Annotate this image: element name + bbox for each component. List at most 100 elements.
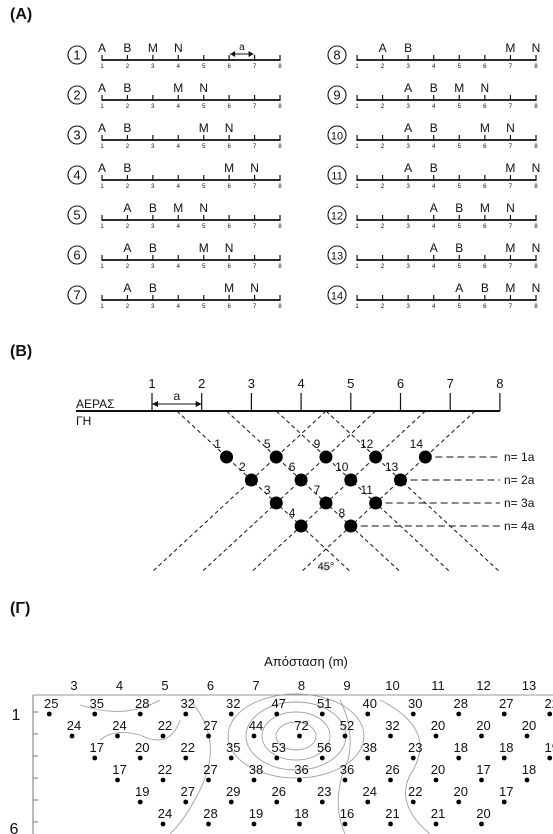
electrode-label: B <box>481 281 489 295</box>
electrode-label: B <box>123 41 131 55</box>
electrode-tick-label: 7 <box>509 104 513 110</box>
resistivity-contour <box>227 693 365 779</box>
apparent-resistivity-value: 19 <box>135 784 149 799</box>
electrode-label: B <box>404 41 412 55</box>
depth-level-label: n= 4a <box>504 519 535 533</box>
apparent-resistivity-value: 20 <box>476 718 490 733</box>
apparent-resistivity-value: 17 <box>476 762 490 777</box>
measurement-point <box>342 821 348 827</box>
measurement-point <box>388 777 393 783</box>
electrode-tick-label: 6 <box>227 64 231 70</box>
measurement-point <box>456 799 462 805</box>
measurement-point <box>228 755 234 761</box>
datum-point <box>319 496 333 510</box>
electrode-label: A <box>404 121 412 135</box>
electrode-label: M <box>480 121 490 135</box>
apparent-resistivity-value: 26 <box>272 784 286 799</box>
electrode-tick-label: 5 <box>202 304 206 310</box>
apparent-resistivity-value: 28 <box>203 806 217 821</box>
measurement-point <box>228 711 234 717</box>
apparent-resistivity-value: 18 <box>499 740 513 755</box>
electrode-tick-label: 8 <box>278 64 282 70</box>
apparent-resistivity-value: 36 <box>340 762 354 777</box>
electrode-tick-label: 5 <box>202 224 206 230</box>
config-number: 7 <box>73 288 80 303</box>
electrode-label: N <box>199 81 208 95</box>
electrode-tick-label: 8 <box>278 264 282 270</box>
electrode-label: B <box>455 201 463 215</box>
electrode-label: N <box>481 81 490 95</box>
depth-level-label: n= 2a <box>504 473 535 487</box>
electrode-tick-label: 4 <box>177 104 181 110</box>
apparent-resistivity-value: 27 <box>499 696 513 711</box>
pseudosection-grid-line <box>151 410 327 573</box>
datum-point <box>220 450 234 464</box>
electrode-tick-label: 5 <box>202 104 206 110</box>
apparent-resistivity-value: 52 <box>340 718 354 733</box>
datum-point-number: 4 <box>289 506 296 520</box>
electrode-tick-label: 4 <box>432 304 436 310</box>
measurement-point <box>388 733 393 739</box>
apparent-resistivity-value: 56 <box>317 740 331 755</box>
ground-label: ΓΗ <box>76 414 91 428</box>
datum-point-number: 12 <box>360 437 374 451</box>
resistivity-contour <box>275 721 317 751</box>
datum-point-number: 2 <box>239 460 246 474</box>
config-number: 13 <box>331 251 343 263</box>
depth-level-label: n= 3a <box>504 496 535 510</box>
electrode-tick-label: 4 <box>432 184 436 190</box>
measurement-point <box>251 777 257 783</box>
electrode-tick-label: 8 <box>534 144 538 150</box>
measurement-point <box>206 777 211 783</box>
electrode-tick-label: 4 <box>177 224 181 230</box>
electrode-tick-label: 8 <box>534 304 538 310</box>
electrode-label: A <box>430 201 438 215</box>
electrode-tick-label: 2 <box>126 264 130 270</box>
measurement-point <box>365 755 371 761</box>
electrode-label: B <box>123 161 131 175</box>
config-number-circle <box>67 125 87 145</box>
electrode-tick-label: 1 <box>355 304 359 310</box>
electrode-label: N <box>532 41 541 55</box>
config-number-circle <box>327 165 347 185</box>
datum-point-number: 8 <box>338 506 345 520</box>
config-number: 3 <box>73 128 80 143</box>
electrode-tick-label: 4 <box>177 64 181 70</box>
pseudosection-grid-line <box>275 410 451 573</box>
measurement-point <box>183 711 189 717</box>
measurement-point <box>297 821 302 827</box>
electrode-tick-label: 8 <box>534 64 538 70</box>
x-tick-label: 11 <box>431 678 445 693</box>
apparent-resistivity-value: 23 <box>317 784 331 799</box>
angle-label: 45° <box>318 561 335 573</box>
measurement-point <box>69 733 75 739</box>
apparent-resistivity-value: 18 <box>522 762 536 777</box>
x-tick-label: 8 <box>298 678 305 693</box>
config-number-circle <box>67 285 87 305</box>
apparent-resistivity-value: 28 <box>454 696 468 711</box>
measurement-point <box>297 777 302 783</box>
measurement-point <box>365 711 371 717</box>
electrode-tick-label: 8 <box>278 144 282 150</box>
config-number-circle <box>67 245 87 265</box>
electrode-label: M <box>454 81 464 95</box>
config-number-circle <box>67 205 87 225</box>
measurement-point <box>479 777 484 783</box>
electrode-tick-label: 5 <box>202 264 206 270</box>
apparent-resistivity-value: 18 <box>454 740 468 755</box>
measurement-point <box>456 755 462 761</box>
x-axis-title: Απόσταση (m) <box>264 654 348 669</box>
measurement-point <box>92 755 98 761</box>
config-number: 9 <box>333 88 340 103</box>
electrode-tick-label: 5 <box>202 184 206 190</box>
apparent-resistivity-value: 36 <box>294 762 308 777</box>
electrode-tick-label: 7 <box>509 224 513 230</box>
electrode-tick-label: 1 <box>355 104 359 110</box>
apparent-resistivity-value: 51 <box>317 696 331 711</box>
apparent-resistivity-value: 22 <box>545 696 553 711</box>
electrode-tick-label: 3 <box>406 264 410 270</box>
datum-point-number: 13 <box>385 460 399 474</box>
datum-point <box>269 496 283 510</box>
datum-point-number: 14 <box>410 437 424 451</box>
